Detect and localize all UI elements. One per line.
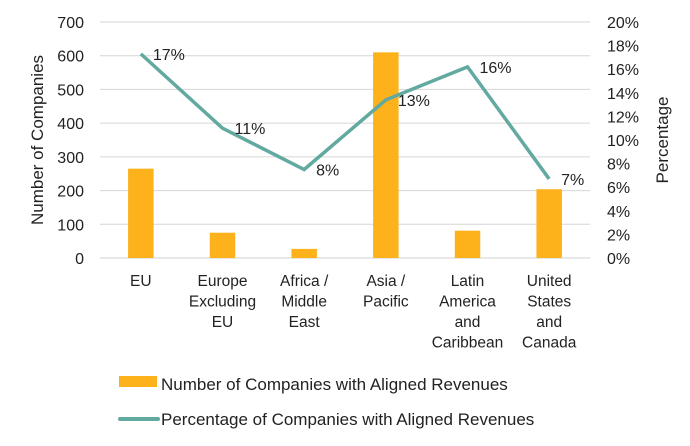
data-label: 11% (235, 121, 266, 138)
data-label: 8% (316, 163, 339, 180)
line-data-labels: 17% 11% 8% 13% 16% 7% (153, 47, 584, 189)
bar-series (128, 52, 562, 258)
left-tick-label: 500 (57, 82, 84, 99)
right-tick-label: 0% (607, 251, 630, 268)
left-tick-label: 0 (75, 251, 84, 268)
right-tick-label: 6% (607, 180, 630, 197)
category-label: Africa / Middle East (280, 273, 329, 331)
category-label: EU (130, 273, 152, 290)
data-label: 16% (480, 60, 512, 77)
right-tick-label: 16% (607, 62, 639, 79)
category-label: Latin America and Caribbean (432, 273, 504, 352)
right-axis-title: Percentage (653, 97, 672, 184)
line-path (139, 52, 551, 180)
left-axis-ticks: 0 100 200 300 400 500 600 700 (57, 15, 84, 268)
left-tick-label: 100 (57, 217, 84, 234)
right-tick-label: 2% (607, 227, 630, 244)
right-tick-label: 14% (607, 86, 639, 103)
legend-label-line: Percentage of Companies with Aligned Rev… (161, 410, 534, 429)
left-axis-title: Number of Companies (28, 55, 47, 225)
right-tick-label: 8% (607, 157, 630, 174)
right-tick-label: 20% (607, 15, 639, 32)
legend-label-bar: Number of Companies with Aligned Revenue… (161, 375, 508, 394)
left-tick-label: 600 (57, 49, 84, 66)
data-label: 17% (153, 47, 185, 64)
line-series (139, 52, 551, 180)
category-label: United States and Canada (522, 273, 577, 352)
bar (536, 189, 562, 258)
bar (291, 248, 317, 258)
right-tick-label: 4% (607, 204, 630, 221)
right-axis-ticks: 0% 2% 4% 6% 8% 10% 12% 14% 16% 18% 20% (607, 15, 639, 268)
category-label: Europe Excluding EU (189, 273, 256, 331)
bar (373, 52, 399, 258)
left-tick-label: 700 (57, 15, 84, 32)
category-label: Asia / Pacific (363, 273, 409, 311)
category-labels: EU Europe Excluding EU Africa / Middle East Asi… (130, 273, 577, 352)
legend-swatch-bar (119, 376, 157, 387)
data-label: 13% (398, 93, 430, 110)
bar (209, 232, 236, 258)
legend: Number of Companies with Aligned Revenue… (118, 375, 534, 429)
bar (454, 230, 481, 258)
data-label: 7% (561, 172, 584, 189)
left-tick-label: 400 (57, 116, 84, 133)
left-tick-label: 200 (57, 184, 84, 201)
right-tick-label: 18% (607, 39, 639, 56)
bar (128, 168, 154, 258)
right-tick-label: 12% (607, 109, 639, 126)
left-tick-label: 300 (57, 150, 84, 167)
right-tick-label: 10% (607, 133, 639, 150)
